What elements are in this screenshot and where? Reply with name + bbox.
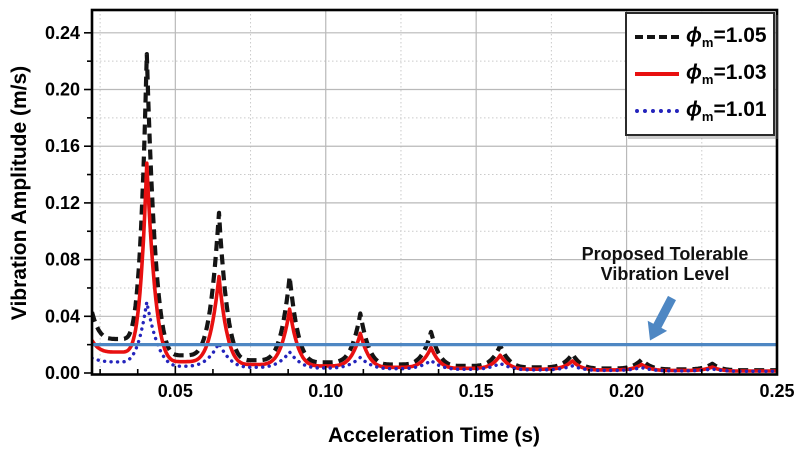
series-group xyxy=(92,52,777,373)
tolerable-level-annotation: Proposed Tolerable Vibration Level xyxy=(565,244,765,284)
annotation-line-1: Proposed Tolerable xyxy=(581,244,749,264)
plot-border xyxy=(90,8,779,376)
y-axis-title: Vibration Amplitude (m/s) xyxy=(8,65,31,321)
y-tick-label: 0.08 xyxy=(45,250,80,270)
minor-gridlines xyxy=(92,10,777,373)
x-tick-label: 0.20 xyxy=(609,381,644,401)
y-tick-label: 0.12 xyxy=(45,193,80,213)
x-axis-title: Acceleration Time (s) xyxy=(327,424,541,447)
legend-item-phi-105: ϕm=1.05 xyxy=(635,24,767,50)
x-tick-label: 0.05 xyxy=(158,381,193,401)
dotted-line-swatch xyxy=(635,109,679,114)
legend-label: ϕm=1.01 xyxy=(686,98,767,125)
solid-line-swatch xyxy=(635,71,679,76)
legend: ϕm=1.05 ϕm=1.03 ϕm=1.01 xyxy=(625,12,775,136)
annotation-line-2: Vibration Level xyxy=(600,264,730,284)
y-tick-label: 0.16 xyxy=(45,136,80,156)
y-tick-label: 0.04 xyxy=(45,306,80,326)
legend-label: ϕm=1.03 xyxy=(686,60,767,88)
x-tick-label: 0.10 xyxy=(308,381,343,401)
arrow-down-icon xyxy=(647,295,676,341)
legend-item-phi-103: ϕm=1.03 xyxy=(635,61,767,87)
axis-ticks xyxy=(84,32,778,374)
x-tick-label: 0.25 xyxy=(759,381,794,401)
dashed-line-swatch xyxy=(635,34,679,39)
y-tick-label: 0.00 xyxy=(45,363,80,383)
y-tick-label: 0.20 xyxy=(45,80,80,100)
legend-label: ϕm=1.05 xyxy=(686,23,767,50)
y-tick-label: 0.24 xyxy=(45,23,80,43)
series-phi_m_1.03-line xyxy=(92,161,777,373)
tick-labels: 0.05 0.10 0.15 0.20 0.25 0.00 0.04 0.08 0.12 0.16… xyxy=(45,23,795,401)
legend-item-phi-101: ϕm=1.01 xyxy=(635,98,767,124)
x-tick-label: 0.15 xyxy=(459,381,494,401)
